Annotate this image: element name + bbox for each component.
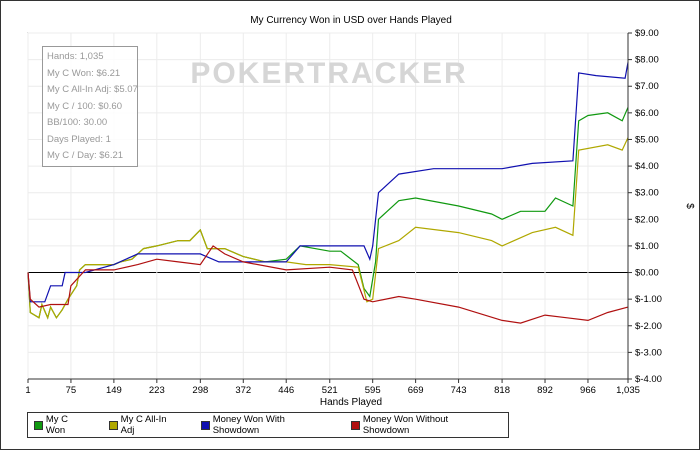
y-tick-label: $-4.00	[635, 374, 662, 385]
series-line-2	[27, 62, 629, 303]
stat-perday: My C / Day: $6.21	[47, 150, 124, 161]
legend-label: Money Won Without Showdown	[362, 414, 449, 436]
chart-title: My Currency Won in USD over Hands Played	[250, 15, 452, 26]
x-tick-label: 743	[451, 385, 467, 396]
stat-bb100: BB/100: 30.00	[47, 117, 108, 128]
legend-item: Money Won Without Showdown	[351, 414, 494, 436]
x-tick-label: 595	[365, 385, 381, 396]
stats-box: Hands: 1,035 My C Won: $6.21 My C All-In…	[42, 46, 138, 167]
y-tick-label: $1.00	[635, 241, 659, 252]
x-tick-label: 75	[66, 385, 77, 396]
x-tick-label: 372	[235, 385, 251, 396]
y-tick-label: $3.00	[635, 188, 659, 199]
y-tick-label: $5.00	[635, 134, 659, 145]
y-tick-label: $2.00	[635, 214, 659, 225]
y-tick-label: $-2.00	[635, 321, 662, 332]
y-tick-label: $0.00	[635, 268, 659, 279]
x-tick-label: 298	[192, 385, 208, 396]
x-tick-label: 892	[537, 385, 553, 396]
x-tick-label: 1,035	[616, 385, 640, 396]
stat-hands: Hands: 1,035	[47, 51, 104, 62]
y-axis-label: $	[684, 203, 695, 209]
y-tick-label: $-3.00	[635, 347, 662, 358]
stat-per100: My C / 100: $0.60	[47, 100, 122, 112]
y-tick-label: $8.00	[635, 55, 659, 66]
line-chart: My Currency Won in USD over Hands Played…	[25, 15, 695, 408]
x-axis-label: Hands Played	[320, 397, 382, 408]
legend-swatch	[200, 420, 210, 430]
legend-label: My C All-In Adj	[120, 414, 167, 436]
stat-won: My C Won: $6.21	[47, 67, 121, 79]
series-line-1	[27, 137, 629, 320]
x-tick-label: 521	[322, 385, 338, 396]
legend-swatch	[108, 420, 118, 430]
x-tick-label: 669	[408, 385, 424, 396]
y-tick-label: $9.00	[635, 28, 659, 39]
legend-swatch	[351, 420, 360, 430]
legend-label: My C Won	[45, 414, 68, 436]
stat-allin: My C All-In Adj: $5.07	[47, 84, 138, 95]
legend-item: Money Won With Showdown	[200, 414, 331, 436]
x-tick-label: 1	[25, 385, 30, 396]
series-line-3	[27, 245, 629, 324]
x-tick-label: 149	[106, 385, 122, 396]
x-tick-label: 966	[580, 385, 596, 396]
x-tick-label: 446	[278, 385, 294, 396]
legend-swatch	[34, 420, 43, 430]
y-tick-label: $7.00	[635, 81, 659, 92]
legend: My C Won My C All-In Adj Money Won With Sh…	[27, 412, 509, 438]
stat-days: Days Played: 1	[47, 133, 111, 145]
legend-label: Money Won With Showdown	[212, 414, 285, 436]
legend-item: My C All-In Adj	[108, 414, 181, 436]
legend-item: My C Won	[34, 414, 89, 436]
y-tick-label: $4.00	[635, 161, 659, 172]
y-tick-label: $6.00	[635, 108, 659, 119]
y-tick-label: $-1.00	[635, 294, 662, 305]
x-tick-label: 223	[149, 385, 165, 396]
watermark: POKERTRACKER	[190, 57, 467, 90]
x-tick-label: 818	[494, 385, 510, 396]
